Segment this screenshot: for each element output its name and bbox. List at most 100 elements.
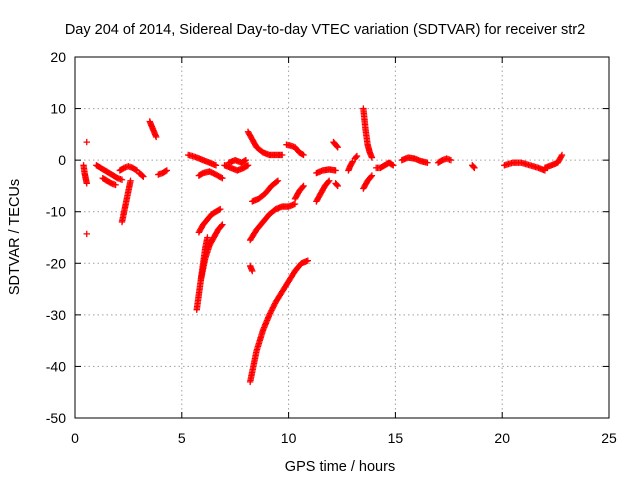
chart-title: Day 204 of 2014, Sidereal Day-to-day VTE… <box>65 22 585 38</box>
series-arc21 <box>291 182 307 203</box>
x-tick-label: 10 <box>281 430 297 446</box>
data-point <box>270 303 277 310</box>
series-arc30 <box>351 152 361 162</box>
data-point <box>217 174 225 181</box>
y-tick-label: -20 <box>46 255 66 271</box>
y-axis-label: SDTVAR / TECUs <box>7 179 23 295</box>
series-arc22 <box>246 262 256 275</box>
data-point <box>300 151 307 159</box>
data-point <box>325 177 333 184</box>
series-arc33 <box>372 159 397 172</box>
data-point <box>334 144 341 151</box>
data-point <box>242 156 250 164</box>
data-point <box>204 234 211 241</box>
data-point <box>217 205 224 213</box>
data-point <box>83 230 90 238</box>
y-tick-label: -50 <box>46 410 66 426</box>
data-point <box>218 222 225 229</box>
data-point <box>118 176 126 183</box>
data-point <box>152 133 160 141</box>
series-arc19 <box>249 177 282 205</box>
data-point <box>348 159 356 167</box>
x-axis-label: GPS time / hours <box>285 459 395 475</box>
data-point <box>470 163 477 171</box>
x-tick-label: 20 <box>494 430 510 446</box>
series-arc01 <box>80 162 90 187</box>
series-arc32 <box>360 172 376 192</box>
series-arc04 <box>93 162 126 183</box>
series-arc34 <box>398 154 431 166</box>
data-points <box>80 105 566 386</box>
data-point <box>367 173 375 180</box>
series-arc08 <box>135 169 147 180</box>
data-point <box>447 156 455 164</box>
data-point <box>471 164 478 172</box>
data-point <box>278 151 286 159</box>
x-tick-label: 15 <box>388 430 404 446</box>
data-point <box>219 174 226 182</box>
data-point <box>368 154 376 161</box>
grid-lines <box>75 57 609 418</box>
data-point <box>83 138 90 146</box>
data-point <box>274 177 282 184</box>
series-arc11 <box>185 151 220 169</box>
series-arc18 <box>244 128 286 159</box>
tick-labels: 0 5 10 15 20 25 20 10 0 -10 -20 -30 -40 -50 <box>46 49 617 446</box>
data-point <box>304 257 312 264</box>
series-arc35 <box>434 155 455 166</box>
series-arc23 <box>246 257 312 386</box>
y-tick-label: -40 <box>46 358 66 374</box>
data-point <box>268 307 275 314</box>
series-arc17 <box>225 156 250 166</box>
series-arc28 <box>332 180 341 190</box>
data-point <box>333 143 341 150</box>
data-point <box>300 182 307 190</box>
plot-frame <box>74 56 610 419</box>
data-point <box>139 172 146 180</box>
series-arc07 <box>118 177 134 226</box>
series-arc06 <box>116 163 141 174</box>
data-point <box>332 167 339 174</box>
series-arc09 <box>146 118 160 141</box>
series-arc16 <box>221 162 252 174</box>
series-arc02 <box>83 138 90 146</box>
series-arc24 <box>283 141 307 159</box>
axis-ticks <box>74 56 610 419</box>
data-point <box>269 305 276 313</box>
series-arc26 <box>313 166 339 177</box>
y-tick-label: 0 <box>58 152 66 168</box>
y-tick-label: 20 <box>50 49 66 65</box>
series-arc31 <box>360 105 376 161</box>
series-arc12 <box>195 168 226 182</box>
x-tick-label: 5 <box>178 430 186 446</box>
data-point <box>266 310 274 317</box>
series-arc37 <box>501 159 549 174</box>
series-arc36 <box>469 162 478 172</box>
series-arc10 <box>155 167 171 178</box>
series-arc25 <box>313 177 333 205</box>
y-tick-label: 10 <box>50 101 66 117</box>
data-point <box>558 153 565 160</box>
data-point <box>269 304 277 311</box>
series-arc27 <box>330 138 341 151</box>
data-point <box>249 267 256 275</box>
series-arc03 <box>83 230 90 238</box>
data-point <box>273 178 281 185</box>
x-tick-label: 25 <box>601 430 617 446</box>
series-arc05 <box>99 174 119 189</box>
data-point <box>353 152 361 160</box>
data-point <box>333 181 341 189</box>
data-point <box>271 301 278 309</box>
data-point <box>127 177 134 184</box>
data-point <box>83 180 90 187</box>
y-tick-label: -30 <box>46 307 66 323</box>
data-point <box>112 181 119 189</box>
data-point <box>325 178 332 186</box>
data-point <box>138 172 146 179</box>
series-arc29 <box>345 158 356 174</box>
data-point <box>244 162 252 169</box>
data-point <box>266 311 273 319</box>
data-point <box>334 182 341 190</box>
x-tick-label: 0 <box>71 430 79 446</box>
